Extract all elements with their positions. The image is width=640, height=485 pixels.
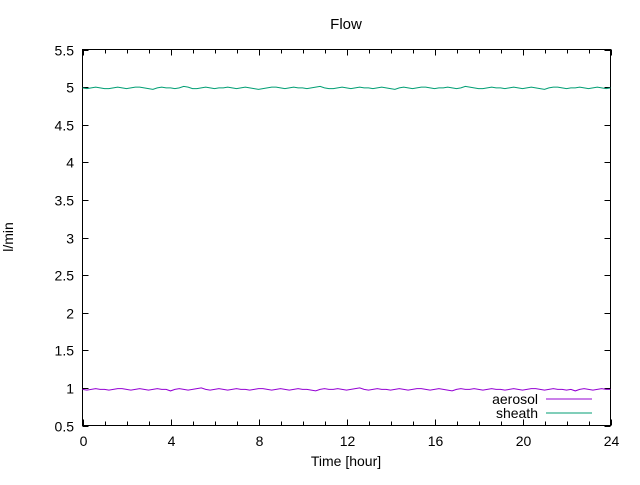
data-series <box>82 85 611 392</box>
legend: aerosol sheath <box>492 391 592 421</box>
y-tick-label: 5 <box>66 80 74 96</box>
x-tick-label: 16 <box>428 433 444 449</box>
y-tick-label: 1 <box>66 381 74 397</box>
chart-title: Flow <box>330 16 362 33</box>
y-tick-label: 5.5 <box>55 43 75 59</box>
y-tick-label: 3 <box>66 231 74 247</box>
x-tick-label: 12 <box>340 433 356 449</box>
y-tick-label: 4 <box>66 155 74 171</box>
x-tick-label: 4 <box>168 433 176 449</box>
y-tick-label: 0.5 <box>55 419 75 435</box>
axis-ticks <box>82 49 612 427</box>
x-tick-label: 0 <box>80 433 88 449</box>
y-tick-label: 2 <box>66 306 74 322</box>
y-axis-label: l/min <box>0 222 16 252</box>
x-tick-label: 8 <box>256 433 264 449</box>
legend-entry-aerosol: aerosol <box>492 391 592 407</box>
plot-border <box>82 49 611 426</box>
legend-entry-sheath: sheath <box>496 405 592 421</box>
x-axis-label: Time [hour] <box>311 453 381 469</box>
legend-label-aerosol: aerosol <box>492 391 538 407</box>
x-tick-label: 24 <box>604 433 620 449</box>
series-sheath-line <box>82 85 611 90</box>
y-tick-label: 2.5 <box>55 268 75 284</box>
axis-tick-labels: 0 4 8 12 16 20 24 0.5 1 1.5 2 2.5 3 3.5 4 4.5 5 5.5 <box>55 43 620 450</box>
y-tick-label: 1.5 <box>55 343 75 359</box>
y-tick-label: 4.5 <box>55 118 75 134</box>
y-tick-label: 3.5 <box>55 193 75 209</box>
series-aerosol-line <box>82 387 611 392</box>
x-tick-label: 20 <box>516 433 532 449</box>
legend-label-sheath: sheath <box>496 405 538 421</box>
